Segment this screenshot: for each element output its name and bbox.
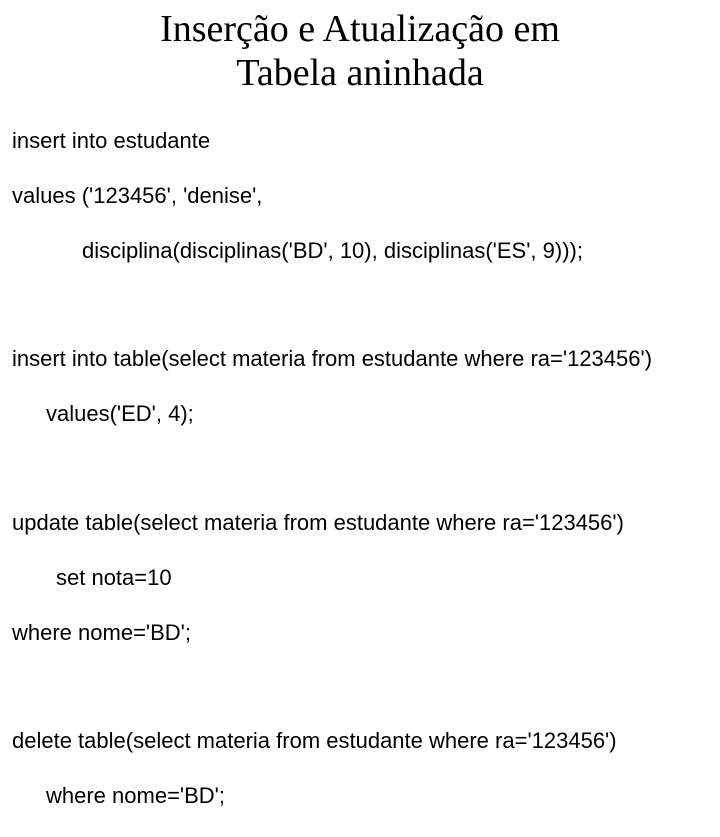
code-line: values ('123456', 'denise', xyxy=(12,182,708,210)
code-line: update table(select materia from estudan… xyxy=(12,509,708,537)
sql-delete-table: delete table(select materia from estudan… xyxy=(12,700,708,837)
slide-title: Inserção e Atualização em Tabela aninhad… xyxy=(12,8,708,95)
title-line-1: Inserção e Atualização em xyxy=(160,8,560,50)
code-line: insert into table(select materia from es… xyxy=(12,345,708,373)
sql-insert-estudante: insert into estudante values ('123456', … xyxy=(12,99,708,292)
code-line: values('ED', 4); xyxy=(12,400,708,428)
code-line: where nome='BD'; xyxy=(12,619,708,647)
sql-update-table: update table(select materia from estudan… xyxy=(12,481,708,674)
title-line-2: Tabela aninhada xyxy=(236,52,483,94)
code-line: delete table(select materia from estudan… xyxy=(12,727,708,755)
code-line: disciplina(disciplinas('BD', 10), discip… xyxy=(12,237,708,265)
code-line: where nome='BD'; xyxy=(12,782,708,810)
sql-insert-table: insert into table(select materia from es… xyxy=(12,318,708,456)
code-line: insert into estudante xyxy=(12,127,708,155)
code-line: set nota=10 xyxy=(12,564,708,592)
